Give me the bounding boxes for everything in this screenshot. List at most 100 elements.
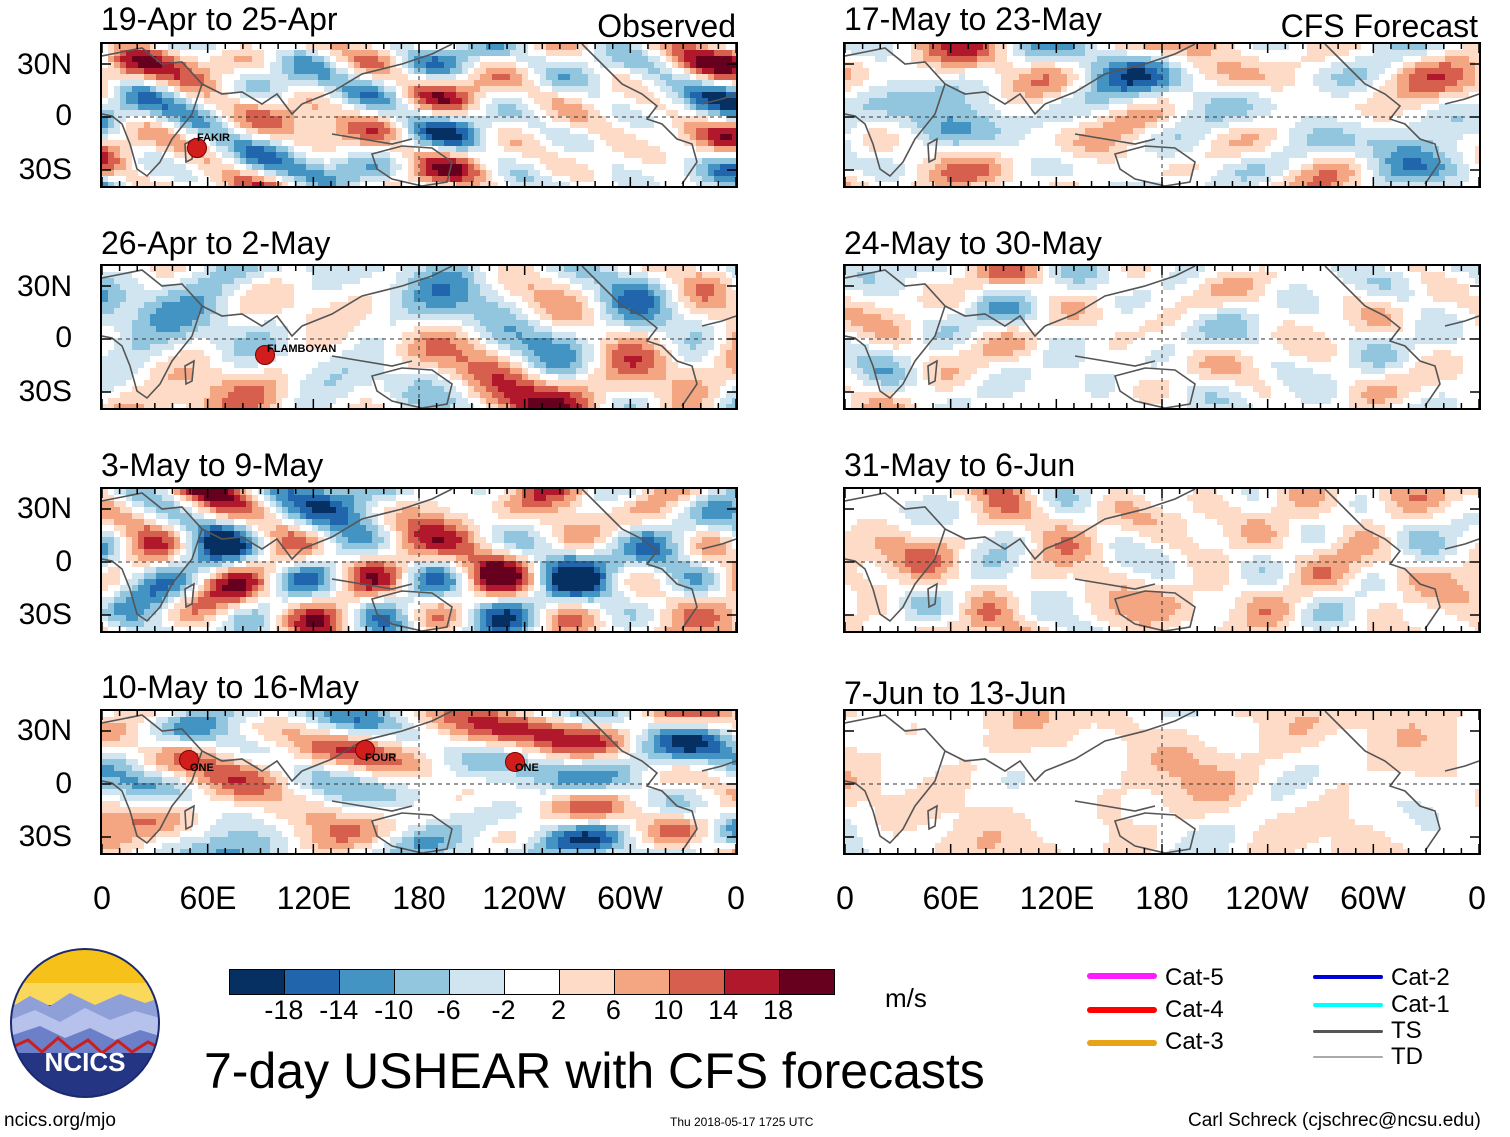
footer-timestamp: Thu 2018-05-17 1725 UTC [670,1115,813,1129]
storm-marker-fakir [187,138,207,158]
panel-title-obs-4: 10-May to 16-May [101,671,359,703]
lon-label-60e-left: 60E [180,882,237,914]
footer-author: Carl Schreck (cjschrec@ncsu.edu) [1188,1110,1481,1132]
lon-label-60e-right: 60E [923,882,980,914]
lat-label-30s-4: 30S [2,822,72,852]
axis-ticks [102,44,736,186]
coastlines [845,489,1479,631]
colorbar-swatch [560,970,615,994]
axis-ticks [102,711,736,853]
colorbar-swatch [340,970,395,994]
lat-label-30s-2: 30S [2,377,72,407]
panel-title-obs-1: 19-Apr to 25-Apr [101,3,338,35]
lat-label-30n-2: 30N [2,272,72,302]
shear-cells [845,266,1479,408]
shear-cells [102,44,736,186]
map-panel-obs-1 [100,42,738,188]
colorbar-swatch [670,970,725,994]
shear-cells [845,711,1479,853]
colorbar [229,969,835,995]
shear-field-obs-4 [102,711,736,853]
colorbar-units: m/s [885,985,927,1011]
lon-label-120w-left: 120W [482,882,566,914]
shear-field-fc-2 [845,266,1479,408]
colorbar-swatch [285,970,340,994]
colorbar-tick-label: -2 [492,997,516,1024]
axis-ticks [845,44,1479,186]
colorbar-tick-label: 18 [763,997,793,1024]
lon-label-0-left: 0 [93,882,111,914]
lat-label-30n-4: 30N [2,716,72,746]
shear-field-fc-1 [845,44,1479,186]
lon-label-120w-right: 120W [1225,882,1309,914]
panel-title-fc-1: 17-May to 23-May [844,3,1102,35]
colorbar-tick-label: -10 [374,997,413,1024]
forecast-header: CFS Forecast [1230,10,1478,42]
lat-label-30s-1: 30S [2,155,72,185]
shear-cells [102,489,736,631]
lon-label-180-right: 180 [1135,882,1188,914]
shear-field-fc-3 [845,489,1479,631]
coastlines [102,489,736,631]
colorbar-swatch [725,970,780,994]
main-title: 7-day USHEAR with CFS forecasts [204,1045,985,1097]
colorbar-swatch [230,970,285,994]
colorbar-tick-label: -6 [437,997,461,1024]
lon-label-120e-right: 120E [1020,882,1095,914]
axis-ticks [102,489,736,631]
lat-label-eq-4: 0 [2,769,72,799]
lon-label-0-right-left: 0 [727,882,745,914]
ncics-logo: NCICS [10,948,160,1098]
map-panel-fc-1 [843,42,1481,188]
storm-marker-one-b [505,752,525,772]
observed-header: Observed [536,10,736,42]
storm-marker-flamboyan [255,345,275,365]
panel-title-fc-3: 31-May to 6-Jun [844,449,1075,481]
colorbar-tick-label: 2 [551,997,566,1024]
storm-marker-one-a [179,750,199,770]
axis-ticks [845,266,1479,408]
shear-cells [102,266,736,408]
lon-label-120e-left: 120E [277,882,352,914]
panel-title-obs-2: 26-Apr to 2-May [101,227,330,259]
colorbar-swatch [395,970,450,994]
axis-ticks [102,266,736,408]
lon-label-0-right: 0 [836,882,854,914]
map-panel-obs-4 [100,709,738,855]
lon-label-60w-left: 60W [597,882,663,914]
lon-label-60w-right: 60W [1340,882,1406,914]
legend-line-cat5 [1087,973,1157,979]
lon-label-180-left: 180 [392,882,445,914]
coastlines [845,44,1479,186]
lon-label-0-right-right: 0 [1468,882,1486,914]
lat-label-30s-3: 30S [2,600,72,630]
colorbar-swatch [780,970,834,994]
panel-title-fc-2: 24-May to 30-May [844,227,1102,259]
coastlines [102,711,736,853]
shear-field-obs-1 [102,44,736,186]
map-panel-obs-2 [100,264,738,410]
lat-label-eq-2: 0 [2,323,72,353]
coastlines [102,266,736,408]
colorbar-swatch [450,970,505,994]
lat-label-eq-3: 0 [2,547,72,577]
footer-url[interactable]: ncics.org/mjo [4,1110,116,1132]
legend-line-cat3 [1087,1040,1157,1046]
ncics-logo-text: NCICS [10,1049,160,1075]
axis-ticks [845,489,1479,631]
shear-cells [102,711,736,853]
colorbar-tick-label: -18 [264,997,303,1024]
shear-cells [845,489,1479,631]
lat-label-30n-3: 30N [2,494,72,524]
panel-title-fc-4: 7-Jun to 13-Jun [844,677,1066,709]
lat-label-30n-1: 30N [2,50,72,80]
ncics-logo-graphic [10,948,160,1098]
shear-cells [845,44,1479,186]
legend-label-cat3: Cat-3 [1165,1030,1224,1054]
legend-label-cat2: Cat-2 [1391,966,1450,990]
legend-line-cat4 [1087,1007,1157,1013]
storm-label-one-a: ONE [190,762,214,774]
legend-line-ts [1313,1030,1383,1033]
storm-label-fakir: FAKIR [197,132,230,144]
map-panel-fc-4 [843,709,1481,855]
